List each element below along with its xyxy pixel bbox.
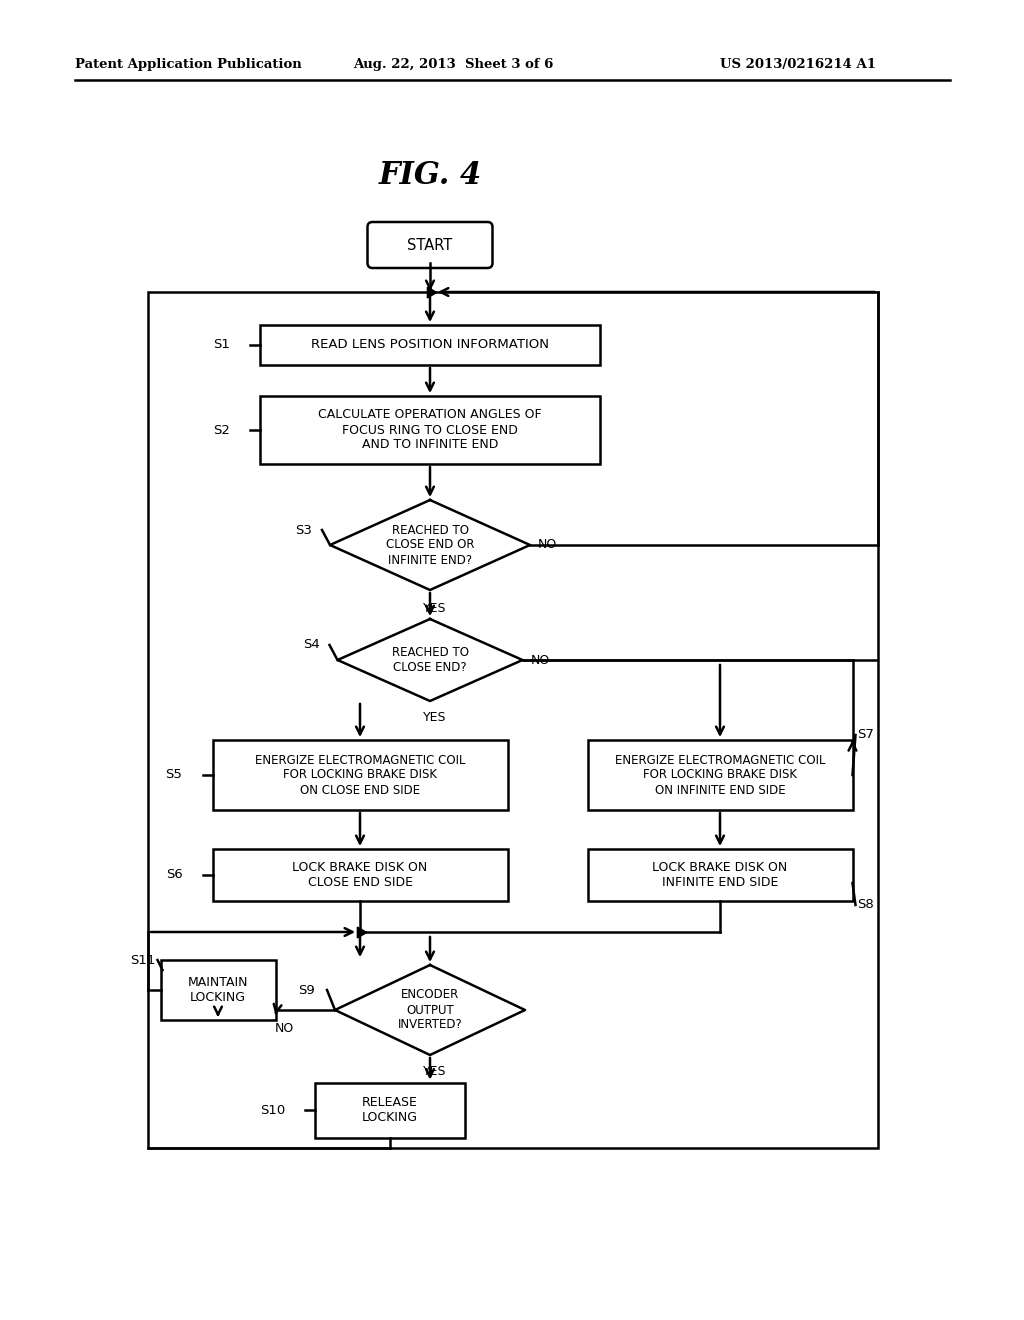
Text: FIG. 4: FIG. 4 [379, 160, 481, 191]
Bar [213, 741, 508, 810]
Bar [588, 849, 853, 902]
Text: S5: S5 [166, 768, 182, 781]
Text: READ LENS POSITION INFORMATION: READ LENS POSITION INFORMATION [311, 338, 549, 351]
Text: LOCK BRAKE DISK ON
INFINITE END SIDE: LOCK BRAKE DISK ON INFINITE END SIDE [652, 861, 787, 888]
Text: US 2013/0216214 A1: US 2013/0216214 A1 [720, 58, 876, 71]
Text: S6: S6 [166, 869, 182, 882]
Bar [213, 849, 508, 902]
Bar [588, 741, 853, 810]
Text: Aug. 22, 2013  Sheet 3 of 6: Aug. 22, 2013 Sheet 3 of 6 [353, 58, 553, 71]
Text: RELEASE
LOCKING: RELEASE LOCKING [362, 1096, 418, 1125]
Text: S11: S11 [130, 953, 156, 966]
Text: START: START [408, 238, 453, 252]
Polygon shape [330, 500, 530, 590]
Bar [260, 396, 600, 465]
FancyBboxPatch shape [368, 222, 493, 268]
Text: Patent Application Publication: Patent Application Publication [75, 58, 302, 71]
Polygon shape [335, 965, 525, 1055]
Text: NO: NO [530, 653, 550, 667]
Text: ENERGIZE ELECTROMAGNETIC COIL
FOR LOCKING BRAKE DISK
ON INFINITE END SIDE: ENERGIZE ELECTROMAGNETIC COIL FOR LOCKIN… [614, 754, 825, 796]
Text: MAINTAIN
LOCKING: MAINTAIN LOCKING [187, 975, 248, 1005]
Text: ENCODER
OUTPUT
INVERTED?: ENCODER OUTPUT INVERTED? [397, 989, 463, 1031]
Text: REACHED TO
CLOSE END OR
INFINITE END?: REACHED TO CLOSE END OR INFINITE END? [386, 524, 474, 566]
Bar [148, 292, 878, 1148]
Text: S3: S3 [295, 524, 312, 536]
Text: S1: S1 [213, 338, 230, 351]
Text: S7: S7 [857, 729, 874, 742]
Text: NO: NO [275, 1022, 294, 1035]
Text: S2: S2 [213, 424, 230, 437]
Bar [260, 325, 600, 366]
Text: NO: NO [538, 539, 557, 552]
Polygon shape [338, 619, 522, 701]
Text: S10: S10 [260, 1104, 285, 1117]
Text: ENERGIZE ELECTROMAGNETIC COIL
FOR LOCKING BRAKE DISK
ON CLOSE END SIDE: ENERGIZE ELECTROMAGNETIC COIL FOR LOCKIN… [255, 754, 465, 796]
Text: REACHED TO
CLOSE END?: REACHED TO CLOSE END? [391, 645, 469, 675]
Text: LOCK BRAKE DISK ON
CLOSE END SIDE: LOCK BRAKE DISK ON CLOSE END SIDE [293, 861, 428, 888]
Text: S8: S8 [857, 899, 874, 912]
Text: YES: YES [423, 1065, 446, 1078]
Text: YES: YES [423, 711, 446, 723]
Text: YES: YES [423, 602, 446, 615]
Text: S4: S4 [303, 639, 319, 652]
Bar [161, 960, 275, 1020]
Text: CALCULATE OPERATION ANGLES OF
FOCUS RING TO CLOSE END
AND TO INFINITE END: CALCULATE OPERATION ANGLES OF FOCUS RING… [318, 408, 542, 451]
Bar [315, 1082, 465, 1138]
Text: S9: S9 [298, 983, 315, 997]
